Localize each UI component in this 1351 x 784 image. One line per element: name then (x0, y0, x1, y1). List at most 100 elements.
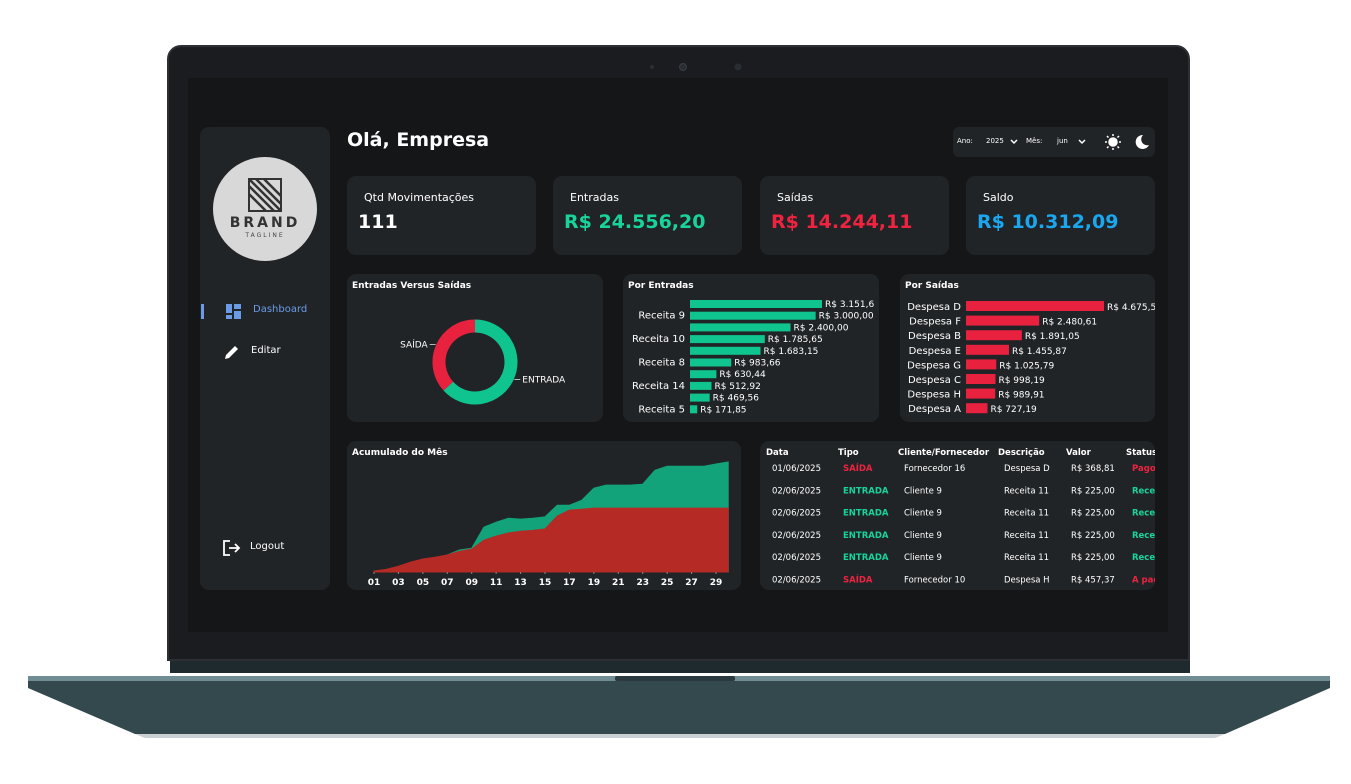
kpi-value: R$ 14.244,11 (771, 211, 913, 233)
donut-slice (443, 319, 518, 405)
sun-icon[interactable] (1105, 134, 1121, 150)
x-tick-label: 11 (490, 578, 503, 588)
table-cell: Receita 11 (1004, 531, 1049, 541)
bar (966, 374, 996, 384)
column-header: Valor (1066, 448, 1092, 458)
value-label: R$ 630,44 (719, 370, 766, 380)
chart-panel-svg: Por Saídas Despesa D R$ 4.675,5 Despesa F R$… (905, 281, 1155, 415)
table-cell: A pagar (1132, 576, 1155, 586)
x-tick-label: 27 (685, 578, 698, 588)
x-tick-label: 09 (465, 578, 478, 588)
table-cell: Pago (1132, 464, 1155, 474)
x-tick-label: 07 (441, 578, 454, 588)
table-cell: SAÍDA (843, 462, 873, 474)
x-tick-label: 13 (514, 578, 527, 588)
column-header: Tipo (838, 448, 859, 458)
bar (966, 330, 1022, 341)
year-label: Ano: (957, 137, 973, 145)
value-label: R$ 2.400,00 (794, 323, 849, 333)
kpi-card (760, 176, 949, 255)
kpi-label: Qtd Movimentações (364, 191, 475, 204)
table-cell: Receita 11 (1004, 486, 1049, 496)
x-tick-label: 17 (563, 578, 576, 588)
area (373, 507, 729, 573)
greeting: Olá, Empresa (347, 129, 490, 151)
category-label: Receita 10 (632, 334, 685, 345)
bar (966, 315, 1040, 326)
table-cell: R$ 457,37 (1071, 576, 1115, 586)
table-cell: Cliente 9 (904, 509, 942, 519)
data-table-svg: Data Tipo Cliente/Fornecedor Descrição Valor… (766, 448, 1155, 586)
category-label: Despesa A (908, 404, 961, 415)
logo-mark (248, 178, 282, 212)
value-label: R$ 1.455,87 (1012, 347, 1067, 357)
data-table: Data Tipo Cliente/Fornecedor Descrição Valor… (760, 441, 1155, 590)
moon-icon[interactable] (1135, 134, 1149, 149)
kpi-label: Saídas (777, 191, 814, 204)
category-label: Despesa H (907, 390, 961, 401)
bar (690, 405, 698, 414)
month-select[interactable]: jun (1057, 137, 1068, 145)
edit-icon (225, 346, 238, 359)
slice-label: SAÍDA (400, 339, 428, 351)
chart-title: Entradas Versus Saídas (352, 281, 471, 291)
bar (966, 359, 997, 370)
value-label: R$ 1.683,15 (763, 347, 818, 357)
year-select[interactable]: 2025 (986, 137, 1004, 145)
column-header: Status (1126, 448, 1155, 458)
table-cell: SAÍDA (843, 574, 873, 586)
donut-slice (432, 319, 476, 391)
table-cell: ENTRADA (843, 531, 889, 541)
value-label: R$ 3.000,00 (819, 312, 874, 322)
chart-panel: Entradas Versus Saídas ENTRADA SAÍDA (347, 274, 603, 422)
bar (690, 358, 732, 367)
table-cell: R$ 225,00 (1071, 531, 1115, 541)
column-header: Data (766, 448, 789, 458)
value-label: R$ 469,56 (713, 394, 760, 404)
kpi-label: Entradas (570, 191, 619, 204)
slice-label: ENTRADA (522, 375, 566, 385)
category-label: Despesa E (909, 346, 961, 357)
category-label: Receita 9 (638, 311, 685, 322)
table-cell: Cliente 9 (904, 486, 942, 496)
value-label: R$ 1.025,79 (999, 361, 1054, 371)
kpi-value: R$ 24.556,20 (564, 211, 706, 233)
table-cell: R$ 225,00 (1071, 553, 1115, 563)
bar (966, 403, 988, 414)
x-tick-label: 01 (368, 578, 381, 588)
bar (966, 301, 1104, 311)
x-tick-label: 21 (612, 578, 625, 588)
category-label: Receita 8 (638, 358, 685, 369)
kpi-value: R$ 10.312,09 (977, 211, 1119, 233)
chart-title: Acumulado do Mês (352, 447, 448, 458)
bar (690, 370, 717, 379)
table-cell: Recebido (1132, 553, 1155, 563)
camera (650, 63, 742, 71)
category-label: Despesa D (907, 302, 961, 313)
bar (690, 346, 761, 355)
kpi-value: 111 (358, 211, 398, 233)
table-cell: Fornecedor 16 (904, 464, 965, 474)
table-cell: 02/06/2025 (772, 509, 821, 519)
category-label: Receita 5 (638, 404, 685, 415)
value-label: R$ 989,91 (998, 391, 1044, 401)
kpi-card (347, 176, 536, 255)
column-header: Descrição (998, 448, 1045, 458)
chart-panel: Por Saídas Despesa D R$ 4.675,5 Despesa F R$… (900, 274, 1155, 422)
value-label: R$ 1.785,65 (768, 335, 823, 345)
nav-item[interactable]: Logout (250, 541, 285, 552)
table-cell: Recebido (1132, 531, 1155, 541)
table-cell: Cliente 9 (904, 531, 942, 541)
x-tick-label: 25 (661, 578, 674, 588)
chart-panel: Por Entradas R$ 3.151,6 Receita 9 R$ 3.000,… (623, 274, 879, 422)
bar (690, 381, 712, 390)
chart-title: Por Saídas (905, 281, 959, 291)
nav-item[interactable]: Dashboard (253, 304, 308, 315)
table-cell: R$ 225,00 (1071, 486, 1115, 496)
column-header: Cliente/Fornecedor (898, 448, 990, 458)
bar (690, 311, 816, 320)
kpi-card (553, 176, 742, 255)
category-label: Despesa G (907, 360, 961, 371)
nav-item[interactable]: Editar (251, 345, 281, 356)
table-cell: Despesa D (1004, 464, 1050, 474)
